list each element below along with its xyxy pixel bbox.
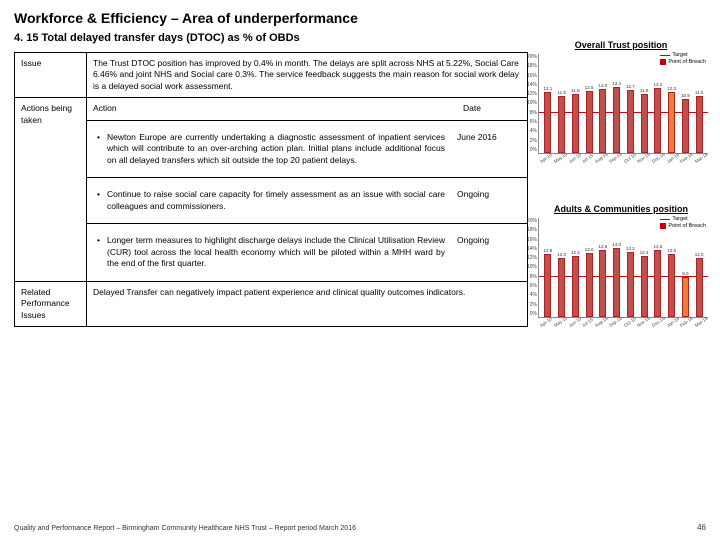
- action-date: June 2016: [451, 126, 521, 172]
- action-text: Longer term measures to highlight discha…: [93, 229, 451, 275]
- info-table: Issue The Trust DTOC position has improv…: [14, 52, 528, 327]
- action-text: Continue to raise social care capacity f…: [93, 183, 451, 218]
- issue-label: Issue: [15, 53, 87, 98]
- chart1-title: Overall Trust position: [536, 40, 706, 50]
- action-date: Ongoing: [451, 229, 521, 275]
- chart2: Target Point of Breach 20%18%16%14%12%10…: [538, 218, 708, 318]
- actions-label: Actions being taken: [15, 98, 87, 281]
- action-header: Action: [87, 98, 457, 119]
- related-text: Delayed Transfer can negatively impact p…: [87, 281, 528, 326]
- footer-text: Quality and Performance Report – Birming…: [14, 525, 356, 532]
- related-label: Related Performance Issues: [15, 281, 87, 326]
- subtitle: 4. 15 Total delayed transfer days (DTOC)…: [14, 32, 528, 44]
- date-header: Date: [457, 98, 527, 119]
- page-title: Workforce & Efficiency – Area of underpe…: [14, 10, 706, 26]
- page-number: 46: [697, 523, 706, 532]
- issue-text: The Trust DTOC position has improved by …: [87, 53, 528, 98]
- chart1: Target Point of Breach 20%18%16%14%12%10…: [538, 54, 708, 154]
- chart2-title: Adults & Communities position: [536, 204, 706, 214]
- action-text: Newton Europe are currently undertaking …: [93, 126, 451, 172]
- action-date: Ongoing: [451, 183, 521, 218]
